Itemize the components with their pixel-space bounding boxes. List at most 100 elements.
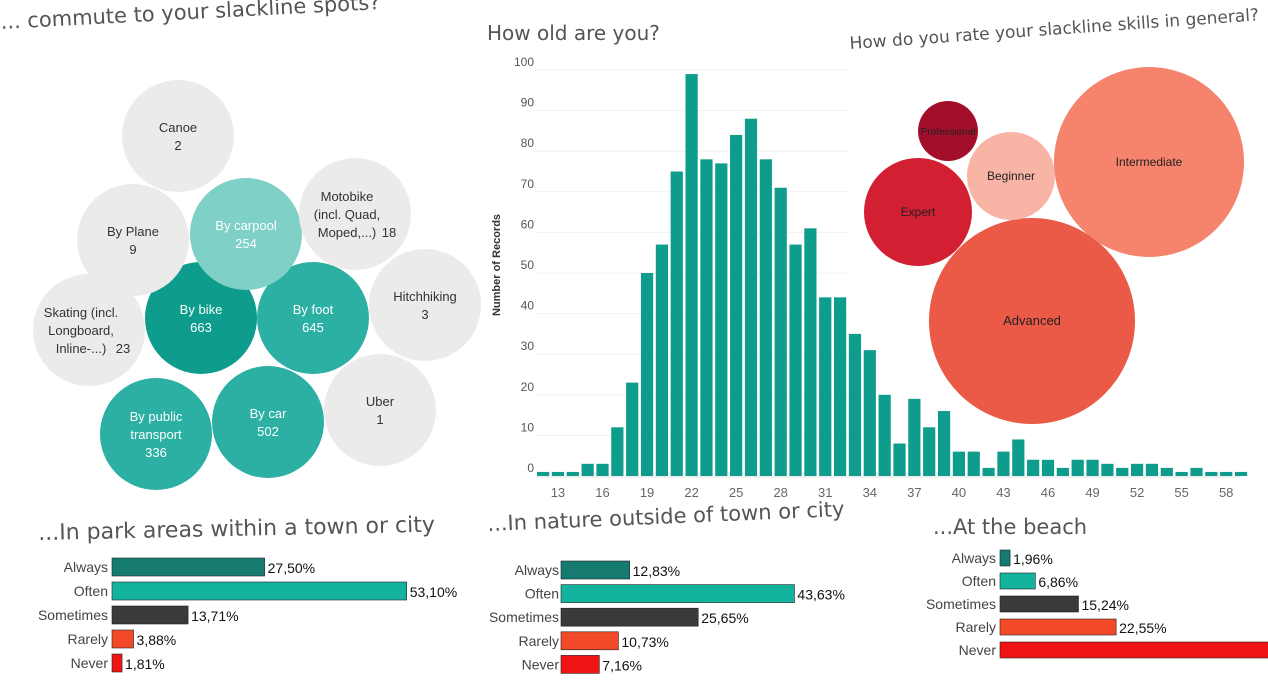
value-label: 22,55% [1119, 620, 1166, 636]
x-tick-label: 34 [863, 485, 877, 500]
skill-bubble-label: Intermediate [1116, 155, 1183, 169]
commute-bubble-value: 23 [116, 341, 130, 356]
x-tick-label: 19 [640, 485, 654, 500]
x-tick-label: 31 [818, 485, 832, 500]
skill-bubble-label: Advanced [1003, 313, 1061, 328]
age-bar [1086, 459, 1099, 476]
age-bar [759, 159, 772, 476]
age-bar [952, 451, 965, 476]
age-bar [655, 244, 668, 476]
commute-bubble-label: 336 [145, 445, 167, 460]
commute-bubble-label: 3 [421, 307, 428, 322]
bar-rarely [560, 631, 619, 651]
skill-bubble-4 [918, 101, 978, 161]
value-label: 13,71% [191, 608, 238, 624]
value-label: 7,16% [602, 657, 642, 673]
category-label: Often [74, 583, 108, 599]
category-label: Sometimes [926, 596, 996, 612]
category-label: Always [515, 562, 559, 578]
x-tick-label: 16 [595, 485, 609, 500]
age-bar [626, 382, 639, 476]
y-tick-label: 40 [521, 299, 535, 313]
x-tick-label: 28 [773, 485, 787, 500]
skill-chart-title: How do you rate your slackline skills in… [849, 5, 1260, 54]
x-tick-label: 58 [1219, 485, 1233, 500]
commute-bubble-label: By bike [180, 302, 223, 317]
commute-bubble-label: transport [130, 427, 182, 442]
age-bar [581, 463, 594, 476]
park-chart-title: ...In park areas within a town or city [38, 512, 436, 546]
x-tick-label: 46 [1041, 485, 1055, 500]
age-bar [1220, 471, 1233, 476]
category-label: Often [962, 573, 996, 589]
age-bar [700, 159, 713, 476]
bar-rarely [111, 629, 134, 649]
category-label: Sometimes [489, 609, 559, 625]
value-label: 53,10% [410, 584, 457, 600]
commute-bubble-label: By public [130, 409, 183, 424]
bar-never [560, 655, 600, 674]
value-label: 12,83% [633, 563, 680, 579]
bar-always [999, 549, 1011, 567]
age-bar [1056, 467, 1069, 476]
commute-bubble-label: 645 [302, 320, 324, 335]
category-label: Rarely [519, 633, 559, 649]
commute-bubble-label: Skating (incl. [44, 305, 118, 320]
y-tick-label: 30 [521, 339, 535, 353]
value-label: 43,63% [797, 587, 844, 603]
commute-bubble-1 [257, 262, 369, 374]
commute-bubble-label: By car [250, 406, 288, 421]
age-bar [863, 350, 876, 476]
bar-never [999, 641, 1268, 659]
age-bar [1205, 471, 1218, 476]
category-label: Never [522, 656, 560, 672]
bar-always [111, 557, 265, 577]
age-bar [1190, 467, 1203, 476]
value-label: 10,73% [621, 634, 668, 650]
commute-bubble-label: Moped,...) [318, 225, 377, 240]
bar-often [111, 581, 408, 601]
commute-bubble-label: 502 [257, 424, 279, 439]
age-bar [982, 467, 995, 476]
x-tick-label: 43 [996, 485, 1010, 500]
y-tick-label: 50 [521, 258, 535, 272]
commute-bubble-label: Uber [366, 394, 395, 409]
category-label: Often [525, 586, 559, 602]
category-label: Rarely [956, 619, 996, 635]
age-bar [1041, 459, 1055, 476]
commute-bubble-2 [212, 366, 324, 478]
x-tick-label: 55 [1174, 485, 1188, 500]
commute-bubble-7 [77, 184, 189, 296]
commute-bubble-6 [299, 158, 411, 270]
age-bar [819, 297, 832, 476]
age-bar [789, 244, 802, 476]
commute-bubble-5 [33, 274, 145, 386]
commute-bubble-value: 18 [382, 225, 396, 240]
park-bar-chart: Always 27,50% Often 53,10% Sometimes 13,71% Ra… [38, 557, 457, 673]
x-tick-label: 52 [1130, 485, 1144, 500]
y-axis-label: Number of Records [491, 214, 503, 316]
bar-sometimes [111, 605, 189, 625]
age-bar [1234, 471, 1248, 476]
commute-bubble-label: Longboard, [48, 323, 114, 338]
skill-bubble-label: Beginner [987, 169, 1035, 183]
age-bar [537, 471, 550, 476]
skill-bubble-label: Professional [920, 127, 975, 138]
y-tick-label: 60 [521, 217, 535, 231]
category-label: Sometimes [38, 607, 108, 623]
age-bar [1071, 459, 1084, 476]
x-tick-label: 13 [551, 485, 565, 500]
age-bar [1175, 471, 1188, 476]
age-bar [893, 443, 906, 476]
value-label: 3,88% [137, 632, 177, 648]
age-bar [551, 471, 565, 476]
age-histogram: 0 10 20 30 40 50 60 70 80 90 100 Number of Records 1… [491, 55, 1248, 500]
y-tick-label: 20 [521, 380, 535, 394]
age-bar [834, 297, 847, 476]
age-bar [611, 427, 624, 476]
age-bar [967, 451, 980, 476]
category-label: Always [64, 559, 108, 575]
value-label: 25,65% [701, 610, 748, 626]
commute-bubble-label: Hitchhiking [393, 289, 457, 304]
beach-chart-title: ...At the beach [933, 515, 1088, 539]
